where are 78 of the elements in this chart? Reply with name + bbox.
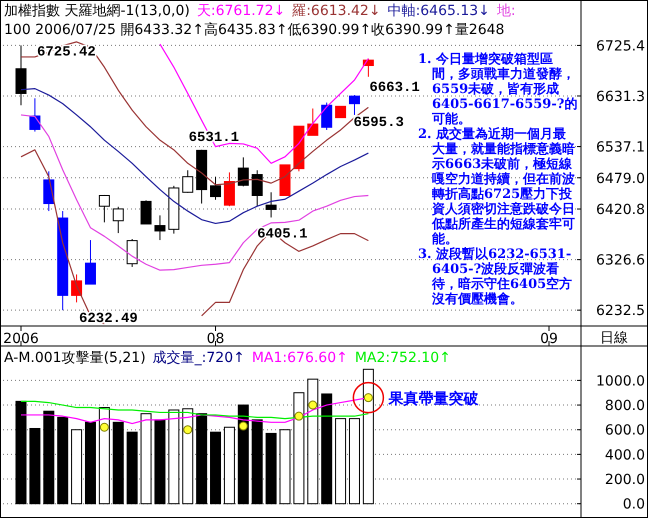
- point: [100, 422, 109, 432]
- annotation: 1. 今日量增突破箱型區間，多頭戰車力道發酵，6559未破，皆有形成6405-6617-6559-?的可能。: [418, 52, 578, 127]
- text: 天:6761.72↓: [196, 3, 286, 19]
- text: 地:: [496, 3, 516, 19]
- y-tick-label: 6537.1: [596, 140, 645, 156]
- annotation: 2. 成交量為近期一個月最大量，就量能指標意義暗示6663未破前，極短線嘎空力道持續，但在前波轉折高點6725壓力下投資人須密切注意跌破今日低點所產生的短線套牢可能。: [418, 127, 576, 247]
- candlestick: [126, 238, 138, 268]
- candlestick: [224, 172, 235, 207]
- bar: [168, 409, 180, 504]
- chart-title: A-M.001攻擊量(5,21): [4, 350, 146, 366]
- bar: [266, 432, 277, 504]
- x-tick-label: 08: [206, 331, 224, 347]
- candlestick: [335, 106, 346, 118]
- bar: [196, 413, 208, 504]
- candlestick: [154, 214, 166, 241]
- bar: [238, 404, 249, 504]
- candlestick: [182, 170, 194, 194]
- candlestick: [307, 108, 318, 136]
- bar: [84, 422, 96, 504]
- candlestick: [266, 192, 277, 218]
- text: 日線: [600, 330, 628, 346]
- bar: [252, 419, 263, 504]
- bar: [126, 432, 138, 504]
- y-tick-label: 6420.8: [596, 202, 645, 218]
- candlestick: [321, 102, 332, 130]
- candlestick: [98, 194, 110, 223]
- bar: [140, 413, 152, 504]
- bar: [71, 429, 82, 504]
- text: MA2:752.10↑: [354, 350, 451, 366]
- y-tick-label: 200.0: [604, 472, 645, 488]
- annotation: 6663.1: [369, 80, 420, 96]
- bar: [57, 416, 68, 504]
- point: [183, 425, 192, 434]
- bar: [224, 426, 235, 504]
- bar: [29, 428, 40, 504]
- candlestick: [140, 200, 152, 224]
- candlestick: [348, 94, 360, 116]
- bar: [362, 368, 374, 504]
- bar: [210, 432, 222, 504]
- bar: [43, 410, 54, 504]
- annotation: 果真帶量突破: [387, 390, 480, 408]
- candlestick: [84, 240, 96, 285]
- point: [308, 400, 318, 410]
- text: 中軸:6465.13↓: [388, 3, 490, 19]
- y-tick-label: 6631.3: [596, 88, 645, 105]
- legend-label: 成交量_:720↑: [152, 350, 245, 366]
- candlestick: [112, 206, 124, 234]
- y-tick-label: 1000.0: [596, 373, 645, 390]
- bar: [307, 378, 318, 504]
- bar: [348, 418, 360, 504]
- text: 羅:6613.42↓: [292, 3, 381, 19]
- y-tick-label: 6725.4: [596, 38, 646, 54]
- text: 100 2006/07/25 開6433.32↑高6435.83↑低6390.99↑收6390.99↑量2648: [4, 22, 504, 38]
- y-tick-label: 6232.5: [596, 303, 645, 320]
- bar: [16, 400, 26, 504]
- bar: [293, 392, 304, 504]
- point: [294, 412, 304, 421]
- y-tick-label: 800.0: [604, 398, 645, 414]
- y-tick-label: 0.0: [622, 496, 645, 513]
- chart-title: 加權指數 天羅地網-1(13,0,0): [4, 3, 190, 19]
- bar: [280, 429, 290, 504]
- bar: [335, 418, 346, 504]
- candlestick: [252, 170, 263, 207]
- y-tick-label: 6479.0: [596, 170, 645, 187]
- y-tick-label: 400.0: [604, 447, 645, 464]
- series-label: MA1:676.60↑: [252, 350, 348, 366]
- candlestick: [210, 176, 222, 200]
- y-tick-label: 600.0: [604, 422, 645, 439]
- bar: [321, 393, 332, 504]
- x-tick-label: 09: [540, 331, 558, 347]
- point: [238, 422, 248, 431]
- annotation: 6595.3: [353, 115, 404, 131]
- bar: [112, 422, 124, 504]
- bar: [154, 419, 166, 504]
- y-tick-label: 6326.6: [596, 252, 646, 269]
- x-tick-label: 2006: [3, 331, 39, 347]
- candlestick: [238, 156, 249, 187]
- annotation: 3. 波段暫以6232-6531-6405-?波段反彈波看待，暗示守住6405空方沒有價壓機會。: [418, 247, 574, 307]
